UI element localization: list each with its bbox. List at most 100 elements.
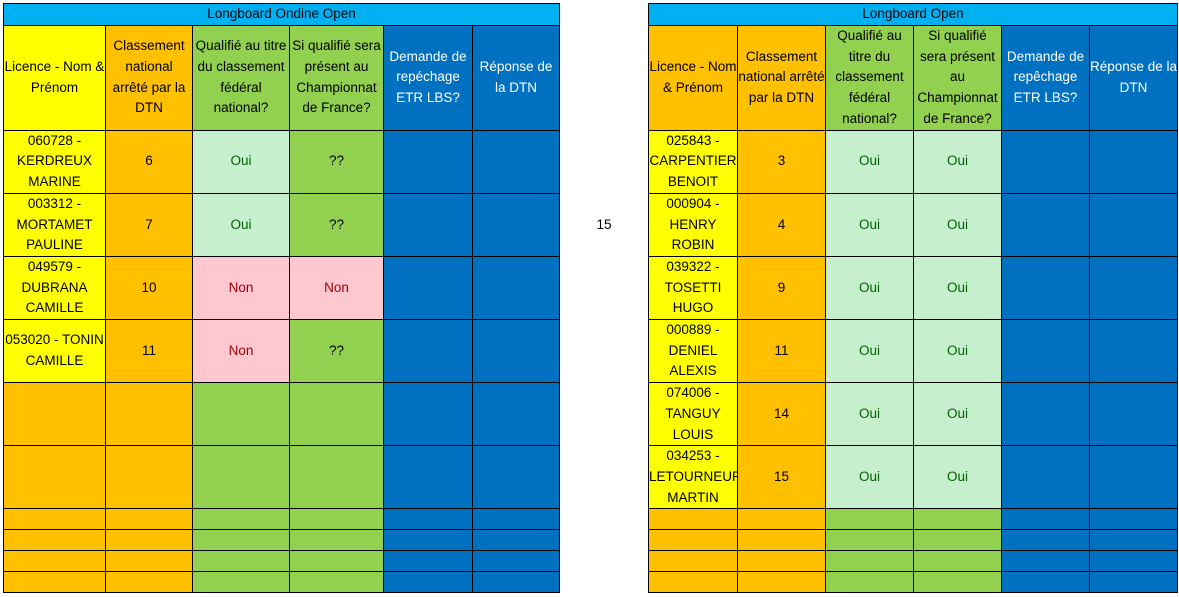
empty-cell[interactable] <box>913 508 1002 531</box>
empty-cell[interactable] <box>1088 571 1179 594</box>
cell-repechage[interactable] <box>1001 382 1090 447</box>
cell-repechage[interactable] <box>383 255 473 321</box>
cell-reponse[interactable] <box>472 129 560 194</box>
empty-cell[interactable] <box>105 382 193 447</box>
empty-cell[interactable] <box>648 529 738 552</box>
empty-cell[interactable] <box>1001 529 1090 552</box>
cell-qualified[interactable]: Oui <box>825 192 914 257</box>
empty-cell[interactable] <box>289 550 384 573</box>
empty-cell[interactable] <box>472 529 560 552</box>
empty-cell[interactable] <box>289 529 384 552</box>
empty-cell[interactable] <box>472 508 560 531</box>
empty-cell[interactable] <box>1001 550 1090 573</box>
cell-present[interactable]: Oui <box>913 192 1002 257</box>
cell-rank[interactable]: 7 <box>105 192 193 257</box>
empty-cell[interactable] <box>289 382 384 447</box>
empty-cell[interactable] <box>3 571 106 594</box>
empty-cell[interactable] <box>913 571 1002 594</box>
cell-qualified[interactable]: Oui <box>825 382 914 447</box>
header-qualifie[interactable]: Qualifié au titre du classement fédéral … <box>192 24 290 131</box>
empty-cell[interactable] <box>472 550 560 573</box>
cell-name[interactable]: 034253 - LETOURNEUR MARTIN <box>648 445 738 510</box>
empty-cell[interactable] <box>3 550 106 573</box>
cell-name[interactable]: 049579 - DUBRANA CAMILLE <box>3 255 106 321</box>
empty-cell[interactable] <box>383 550 473 573</box>
empty-cell[interactable] <box>192 550 290 573</box>
empty-cell[interactable] <box>648 571 738 594</box>
cell-present[interactable]: ?? <box>289 192 384 257</box>
header-classement[interactable]: Classement national arrêté par la DTN <box>737 24 826 131</box>
empty-cell[interactable] <box>192 382 290 447</box>
empty-cell[interactable] <box>648 550 738 573</box>
cell-rank[interactable]: 15 <box>737 445 826 510</box>
empty-cell[interactable] <box>737 571 826 594</box>
cell-name[interactable]: 053020 - TONIN CAMILLE <box>3 319 106 384</box>
cell-repechage[interactable] <box>1001 255 1090 321</box>
cell-rank[interactable]: 10 <box>105 255 193 321</box>
cell-name[interactable]: 060728 - KERDREUX MARINE <box>3 129 106 194</box>
cell-present[interactable]: Oui <box>913 382 1002 447</box>
empty-cell[interactable] <box>383 571 473 594</box>
cell-reponse[interactable] <box>1088 445 1179 510</box>
cell-reponse[interactable] <box>1088 129 1179 194</box>
empty-cell[interactable] <box>383 445 473 510</box>
empty-cell[interactable] <box>472 445 560 510</box>
empty-cell[interactable] <box>472 382 560 447</box>
cell-present[interactable]: Non <box>289 255 384 321</box>
cell-reponse[interactable] <box>1088 192 1179 257</box>
cell-rank[interactable]: 14 <box>737 382 826 447</box>
header-repechage[interactable]: Demande de repéchage ETR LBS? <box>383 24 473 131</box>
header-repechage[interactable]: Demande de repêchage ETR LBS? <box>1001 24 1090 131</box>
empty-cell[interactable] <box>1001 571 1090 594</box>
stray-cell-value[interactable]: 15 <box>596 217 612 232</box>
header-reponse[interactable]: Réponse de la DTN <box>1088 24 1179 131</box>
empty-cell[interactable] <box>1088 508 1179 531</box>
empty-cell[interactable] <box>1088 550 1179 573</box>
cell-name[interactable]: 003312 - MORTAMET PAULINE <box>3 192 106 257</box>
empty-cell[interactable] <box>1088 529 1179 552</box>
cell-reponse[interactable] <box>472 192 560 257</box>
cell-qualified[interactable]: Non <box>192 255 290 321</box>
cell-repechage[interactable] <box>1001 445 1090 510</box>
cell-qualified[interactable]: Oui <box>825 445 914 510</box>
empty-cell[interactable] <box>105 529 193 552</box>
empty-cell[interactable] <box>825 529 914 552</box>
cell-present[interactable]: ?? <box>289 319 384 384</box>
empty-cell[interactable] <box>3 445 106 510</box>
cell-name[interactable]: 000889 - DENIEL ALEXIS <box>648 319 738 384</box>
cell-qualified[interactable]: Oui <box>192 129 290 194</box>
empty-cell[interactable] <box>192 571 290 594</box>
empty-cell[interactable] <box>737 550 826 573</box>
table-title[interactable]: Longboard Ondine Open <box>3 3 560 26</box>
empty-cell[interactable] <box>825 550 914 573</box>
empty-cell[interactable] <box>913 529 1002 552</box>
header-reponse[interactable]: Réponse de la DTN <box>472 24 560 131</box>
cell-qualified[interactable]: Oui <box>825 319 914 384</box>
empty-cell[interactable] <box>289 571 384 594</box>
cell-reponse[interactable] <box>472 319 560 384</box>
cell-reponse[interactable] <box>1088 255 1179 321</box>
cell-repechage[interactable] <box>1001 129 1090 194</box>
header-qualifie[interactable]: Qualifié au titre du classement fédéral … <box>825 24 914 131</box>
cell-name[interactable]: 000904 - HENRY ROBIN <box>648 192 738 257</box>
empty-cell[interactable] <box>289 445 384 510</box>
cell-present[interactable]: Oui <box>913 445 1002 510</box>
cell-reponse[interactable] <box>1088 319 1179 384</box>
cell-repechage[interactable] <box>1001 319 1090 384</box>
empty-cell[interactable] <box>737 508 826 531</box>
cell-present[interactable]: ?? <box>289 129 384 194</box>
empty-cell[interactable] <box>105 508 193 531</box>
cell-rank[interactable]: 11 <box>737 319 826 384</box>
empty-cell[interactable] <box>105 571 193 594</box>
header-classement[interactable]: Classement national arrêté par la DTN <box>105 24 193 131</box>
empty-cell[interactable] <box>3 529 106 552</box>
cell-reponse[interactable] <box>1088 382 1179 447</box>
cell-qualified[interactable]: Oui <box>825 129 914 194</box>
header-present[interactable]: Si qualifié sera présent au Championnat … <box>289 24 384 131</box>
empty-cell[interactable] <box>472 571 560 594</box>
header-licence[interactable]: Licence - Nom & Prénom <box>3 24 106 131</box>
cell-name[interactable]: 074006 - TANGUY LOUIS <box>648 382 738 447</box>
empty-cell[interactable] <box>737 529 826 552</box>
empty-cell[interactable] <box>383 508 473 531</box>
cell-present[interactable]: Oui <box>913 319 1002 384</box>
